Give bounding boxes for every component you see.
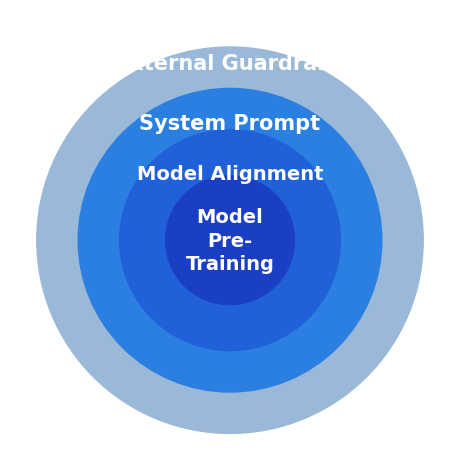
- Circle shape: [37, 48, 422, 433]
- Circle shape: [165, 176, 294, 305]
- Circle shape: [119, 131, 340, 351]
- Text: External Guardrails: External Guardrails: [116, 54, 343, 74]
- Circle shape: [78, 89, 381, 392]
- Text: Model
Pre-
Training: Model Pre- Training: [185, 208, 274, 274]
- Text: Model Alignment: Model Alignment: [136, 165, 323, 184]
- Text: System Prompt: System Prompt: [139, 113, 320, 134]
